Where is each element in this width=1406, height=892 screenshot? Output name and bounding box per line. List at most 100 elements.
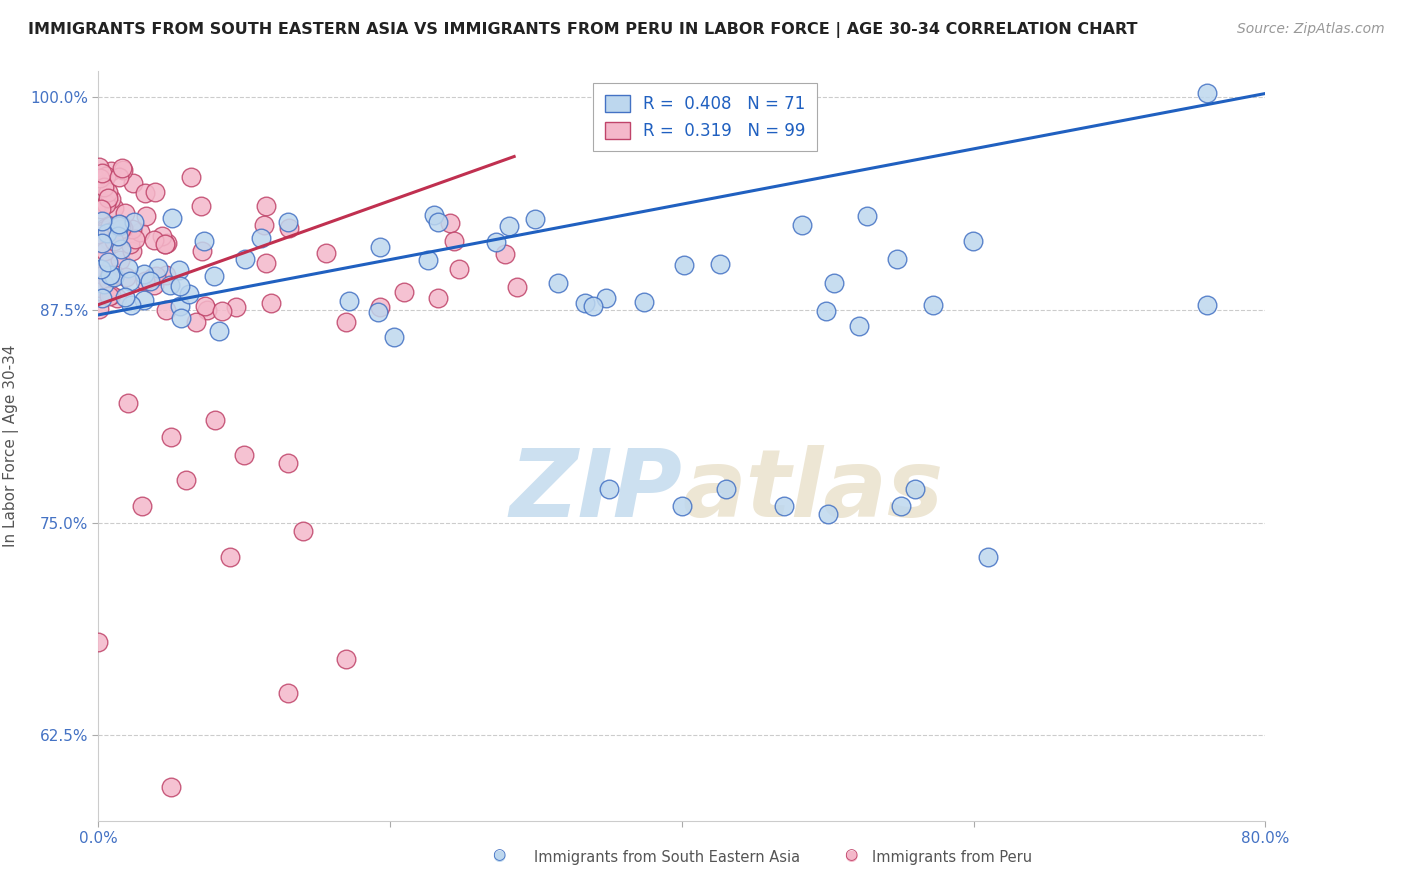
Point — [97, 185, 120, 199]
Point — [120, 298, 142, 312]
Point — [416, 252, 439, 267]
Point — [153, 237, 176, 252]
Point — [202, 269, 225, 284]
Point — [97, 191, 120, 205]
Text: Immigrants from South Eastern Asia: Immigrants from South Eastern Asia — [534, 850, 800, 865]
Point — [890, 499, 912, 513]
Point — [773, 499, 796, 513]
Point — [114, 290, 136, 304]
Point — [94, 244, 117, 259]
Point — [170, 310, 193, 325]
Point — [117, 396, 139, 410]
Point — [1195, 87, 1218, 101]
Point — [449, 262, 471, 277]
Point — [582, 299, 605, 313]
Point — [143, 233, 166, 247]
Point — [94, 169, 117, 183]
Point — [98, 288, 121, 302]
Point — [114, 206, 136, 220]
Point — [260, 296, 283, 310]
Point — [110, 253, 132, 268]
Point — [494, 247, 516, 261]
Point — [277, 214, 299, 228]
Text: ●: ● — [844, 847, 858, 863]
Point — [90, 267, 112, 281]
Text: IMMIGRANTS FROM SOUTH EASTERN ASIA VS IMMIGRANTS FROM PERU IN LABOR FORCE | AGE : IMMIGRANTS FROM SOUTH EASTERN ASIA VS IM… — [28, 22, 1137, 38]
Point — [426, 215, 449, 229]
Point — [792, 218, 814, 232]
Point — [97, 233, 120, 247]
Point — [134, 186, 156, 200]
Point — [856, 209, 879, 223]
Point — [103, 201, 125, 215]
Point — [89, 227, 111, 242]
Point — [211, 304, 233, 318]
Text: Immigrants from Peru: Immigrants from Peru — [872, 850, 1032, 865]
Point — [96, 226, 118, 240]
Point — [174, 473, 197, 487]
Point — [103, 234, 125, 248]
Point — [574, 296, 596, 310]
Point — [87, 635, 110, 649]
Point — [714, 482, 737, 496]
Point — [89, 171, 111, 186]
Point — [848, 318, 870, 333]
Point — [131, 499, 153, 513]
Point — [337, 293, 360, 308]
Point — [498, 219, 520, 233]
Point — [150, 229, 173, 244]
Point — [134, 267, 156, 281]
Point — [93, 277, 115, 292]
Point — [134, 274, 156, 288]
Point — [394, 285, 416, 300]
Point — [142, 277, 165, 292]
Point — [100, 287, 122, 301]
Point — [155, 302, 177, 317]
Point — [443, 234, 465, 248]
Point — [1195, 298, 1218, 312]
Point — [277, 456, 299, 470]
Point — [120, 274, 142, 288]
Text: ○: ○ — [492, 847, 506, 863]
Point — [709, 256, 731, 270]
Text: ●: ● — [492, 847, 506, 863]
Point — [98, 268, 121, 283]
Point — [112, 221, 135, 235]
Point — [524, 212, 547, 227]
Point — [148, 261, 170, 276]
Point — [155, 268, 177, 282]
Point — [160, 430, 183, 444]
Point — [817, 507, 839, 521]
Point — [124, 232, 146, 246]
Point — [233, 448, 256, 462]
Point — [233, 252, 256, 266]
Point — [90, 291, 112, 305]
Point — [180, 169, 202, 184]
Point — [977, 549, 1000, 564]
Point — [90, 202, 112, 216]
Point — [110, 219, 132, 233]
Point — [160, 780, 183, 794]
Point — [815, 303, 838, 318]
Point — [439, 216, 461, 230]
Point — [89, 235, 111, 250]
Point — [160, 211, 183, 226]
Y-axis label: In Labor Force | Age 30-34: In Labor Force | Age 30-34 — [3, 344, 18, 548]
Point — [107, 217, 129, 231]
Point — [103, 269, 125, 284]
Point — [278, 220, 301, 235]
Legend: R =  0.408   N = 71, R =  0.319   N = 99: R = 0.408 N = 71, R = 0.319 N = 99 — [593, 84, 817, 152]
Point — [277, 686, 299, 700]
Point — [595, 291, 617, 305]
Point — [108, 219, 131, 233]
Point — [142, 269, 165, 284]
Point — [121, 244, 143, 258]
Point — [117, 260, 139, 275]
Text: atlas: atlas — [682, 445, 943, 537]
Point — [382, 330, 405, 344]
Point — [547, 276, 569, 290]
Point — [485, 235, 508, 250]
Point — [91, 236, 114, 251]
Point — [177, 287, 200, 301]
Point — [159, 278, 181, 293]
